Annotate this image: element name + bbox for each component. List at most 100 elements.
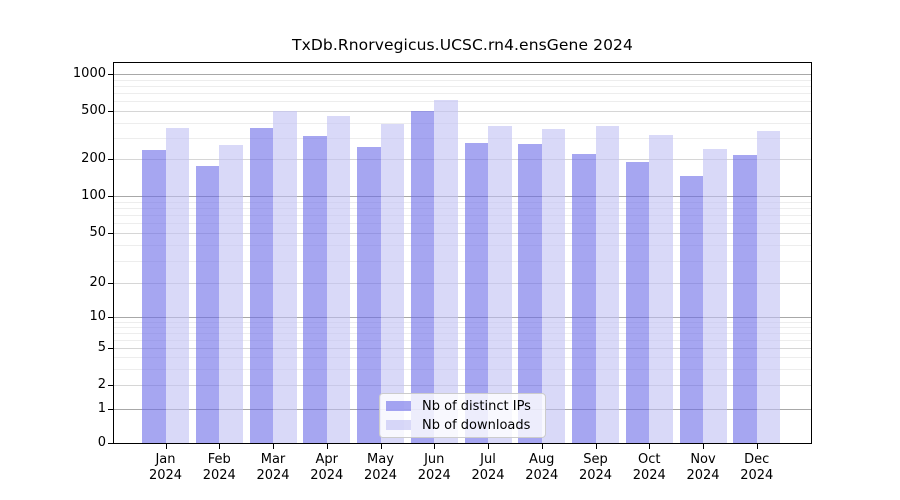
bar-jul-ips: [464, 142, 488, 443]
month-label: Oct: [638, 452, 661, 467]
gridline-10: [114, 317, 811, 318]
bar-nov-ips: [679, 175, 703, 443]
year-label: 2024: [686, 468, 720, 483]
legend-swatch-distinct-ips: [386, 401, 411, 411]
bar-jan-downloads: [165, 128, 189, 443]
month-label: Aug: [529, 452, 555, 467]
x-axis-tick-label-apr: Apr 2024: [295, 452, 359, 484]
x-tick-mark-sep: [595, 444, 597, 449]
year-label: 2024: [471, 468, 505, 483]
year-label: 2024: [632, 468, 666, 483]
month-label: Mar: [260, 452, 286, 467]
legend-entry-distinct-ips: Nb of distinct IPs: [386, 399, 539, 414]
bar-sep-ips: [572, 153, 596, 443]
gridline-700: [114, 93, 811, 95]
y-tick-mark-2: [108, 385, 113, 386]
bar-feb-downloads: [219, 144, 243, 443]
x-tick-mark-may: [380, 444, 382, 449]
year-label: 2024: [148, 468, 183, 483]
y-tick-mark-20: [108, 283, 113, 284]
gridline-20: [114, 283, 811, 284]
x-axis-tick-label-feb: Feb 2024: [187, 452, 251, 484]
chart-title: TxDb.Rnorvegicus.UCSC.rn4.ensGene 2024: [292, 36, 633, 54]
year-label: 2024: [578, 468, 613, 483]
month-label: Jun: [424, 452, 445, 467]
x-tick-mark-mar: [273, 444, 274, 449]
bar-dec-downloads: [756, 130, 781, 443]
gridline-800: [114, 85, 811, 87]
bar-dec-ips: [733, 155, 757, 443]
y-tick-mark-200: [108, 159, 113, 160]
x-tick-mark-jan: [165, 444, 167, 449]
month-label: Feb: [207, 452, 231, 467]
x-axis-tick-label-jun: Jun 2024: [402, 452, 466, 484]
gridline-60: [114, 223, 811, 225]
legend: Nb of distinct IPs Nb of downloads: [379, 393, 546, 438]
year-label: 2024: [256, 468, 290, 483]
x-axis-tick-label-sep: Sep 2024: [564, 452, 628, 484]
gridline-80: [114, 207, 811, 209]
y-tick-mark-500: [108, 111, 113, 112]
gridline-3: [114, 368, 811, 370]
x-axis-tick-label-dec: Dec 2024: [725, 452, 789, 484]
y-tick-mark-1: [108, 409, 113, 410]
x-axis-tick-label-nov: Nov 2024: [671, 452, 735, 484]
year-label: 2024: [310, 468, 344, 483]
gridline-90: [114, 201, 811, 203]
gridline-50: [114, 233, 811, 234]
y-tick-mark-0: [108, 443, 113, 444]
bar-oct-ips: [625, 161, 650, 443]
gridline-30: [114, 260, 811, 262]
year-label: 2024: [417, 468, 451, 483]
y-axis-tick-label-200: 200: [81, 151, 106, 166]
bar-jun-ips: [410, 110, 435, 443]
x-axis-tick-label-aug: Aug 2024: [510, 452, 574, 484]
month-label: Apr: [315, 452, 339, 467]
year-label: 2024: [525, 468, 559, 483]
bar-apr-downloads: [326, 115, 351, 443]
gridline-4: [114, 357, 811, 358]
x-tick-mark-jul: [488, 444, 489, 449]
y-axis-tick-label-20: 20: [89, 275, 106, 290]
month-label: Sep: [583, 452, 608, 467]
month-label: Jul: [480, 452, 496, 467]
bar-may-ips: [357, 147, 381, 443]
year-label: 2024: [363, 468, 398, 483]
gridline-70: [114, 215, 811, 217]
x-axis-tick-label-jan: Jan 2024: [134, 452, 198, 484]
month-label: Nov: [690, 452, 716, 467]
gridline-5: [114, 348, 811, 349]
bar-mar-downloads: [273, 111, 297, 443]
y-axis-tick-label-10: 10: [89, 309, 106, 324]
gridline-2: [114, 385, 811, 386]
y-axis-tick-label-50: 50: [89, 225, 106, 240]
x-axis-tick-label-may: May 2024: [349, 452, 413, 484]
bar-oct-downloads: [649, 134, 673, 443]
gridline-1000: [114, 74, 811, 75]
gridline-300: [114, 137, 811, 139]
gridline-40: [114, 245, 811, 247]
y-tick-mark-100: [108, 196, 113, 197]
y-axis-tick-label-5: 5: [97, 340, 106, 355]
bar-jun-downloads: [434, 100, 458, 443]
legend-swatch-downloads: [386, 420, 411, 430]
bar-mar-ips: [249, 127, 273, 443]
bar-aug-downloads: [541, 128, 566, 443]
bar-sep-downloads: [595, 125, 619, 443]
month-label: May: [367, 452, 394, 467]
gridline-8: [114, 326, 811, 328]
x-axis-tick-label-jul: Jul 2024: [456, 452, 520, 484]
month-label: Dec: [744, 452, 770, 467]
x-tick-mark-aug: [541, 444, 543, 449]
bar-jan-ips: [142, 150, 166, 443]
bar-apr-ips: [303, 135, 327, 443]
bar-feb-ips: [195, 165, 220, 443]
gridline-900: [114, 79, 811, 81]
gridline-500: [114, 111, 811, 112]
gridline-600: [114, 101, 811, 103]
gridline-7: [114, 332, 811, 334]
y-axis-tick-label-1000: 1000: [72, 66, 106, 81]
legend-label-downloads: Nb of downloads: [422, 417, 531, 433]
x-tick-mark-feb: [219, 444, 221, 449]
bar-may-downloads: [380, 123, 404, 443]
